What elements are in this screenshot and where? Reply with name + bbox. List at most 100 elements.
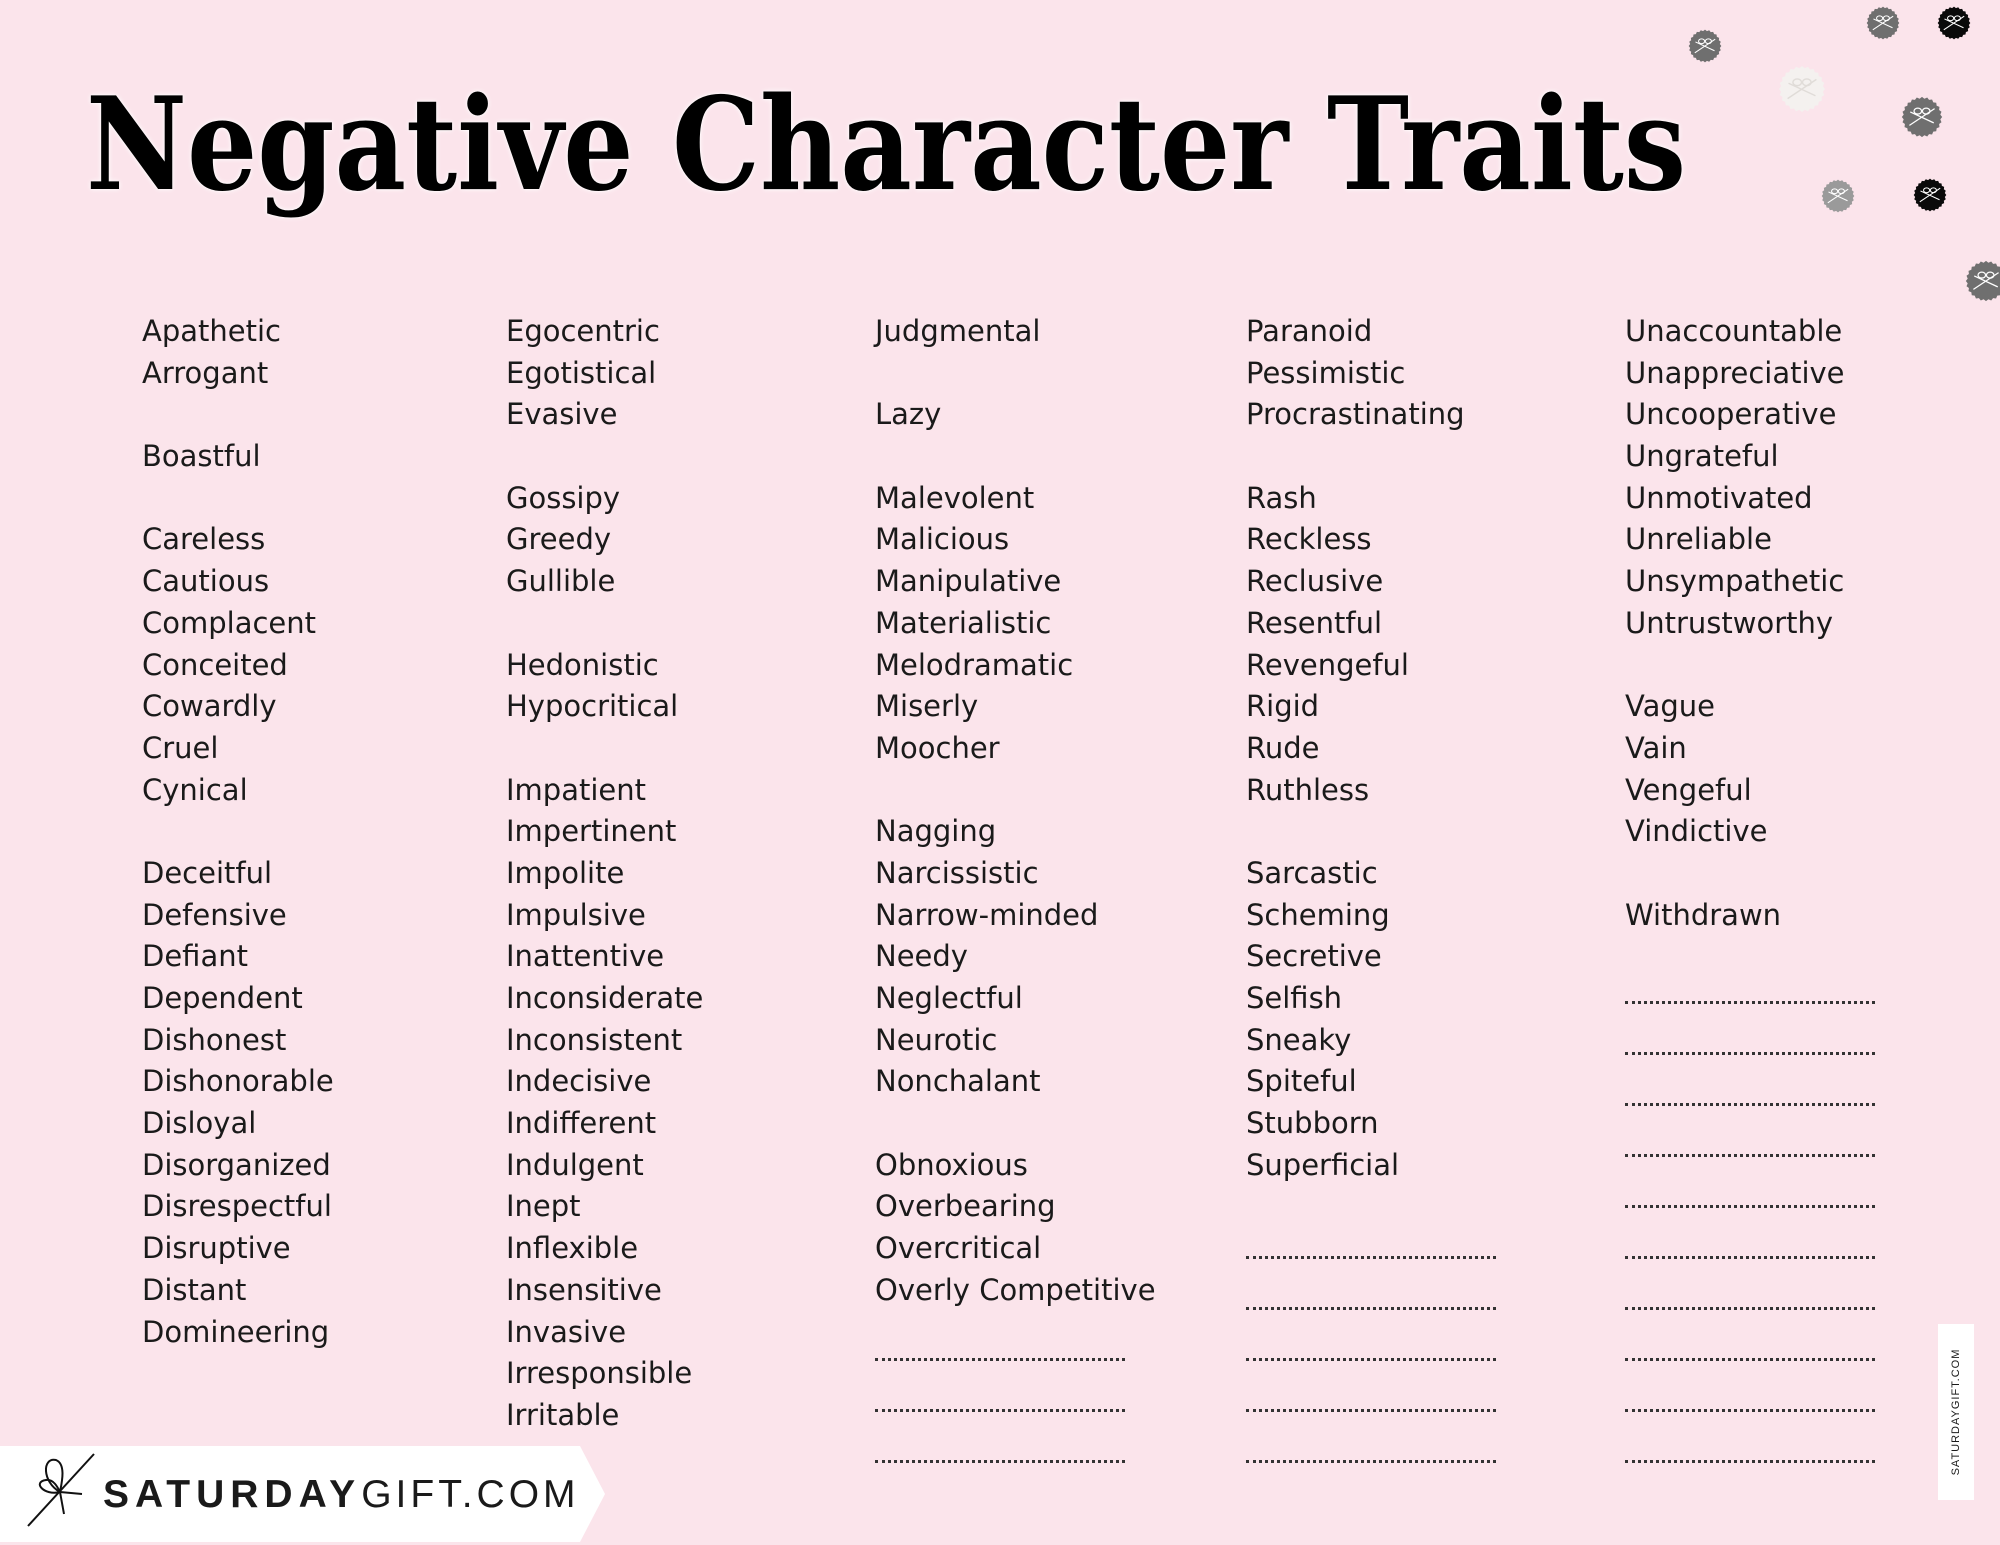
vertical-brand-logo: SATURDAYGIFT.COM — [1938, 1324, 1974, 1500]
trait-item: Inattentive — [506, 939, 665, 974]
gift-badge-black-icon — [1937, 6, 1971, 40]
trait-item: Unreliable — [1625, 522, 1772, 557]
trait-item: Apathetic — [142, 314, 281, 348]
blank-dotted-line — [1625, 1361, 1875, 1412]
trait-item: Manipulative — [875, 564, 1062, 599]
trait-column-4: Paranoid Pessimistic Procrastinating Rash Re… — [1246, 311, 1586, 1186]
spacer — [506, 436, 846, 478]
spacer — [1625, 853, 1965, 895]
trait-item: Disloyal — [142, 1106, 257, 1141]
trait-item: Uncooperative — [1625, 397, 1837, 432]
trait-item: Overbearing — [875, 1189, 1056, 1224]
trait-item: Insensitive — [506, 1272, 662, 1307]
trait-item: Egotistical — [506, 355, 657, 390]
trait-item: Untrustworthy — [1625, 605, 1834, 640]
trait-item: Malevolent — [875, 480, 1035, 515]
spacer — [506, 728, 846, 770]
trait-item: Vague — [1625, 689, 1715, 724]
spacer — [142, 394, 482, 436]
trait-item: Disorganized — [142, 1147, 331, 1182]
trait-item: Withdrawn — [1625, 897, 1782, 932]
trait-item: Impulsive — [506, 897, 646, 932]
trait-item: Boastful — [142, 439, 261, 474]
trait-item: Ruthless — [1246, 772, 1370, 807]
blank-dotted-line — [875, 1310, 1125, 1361]
trait-item: Sarcastic — [1246, 855, 1378, 890]
trait-item: Domineering — [142, 1314, 330, 1349]
blank-dotted-line — [1625, 1310, 1875, 1361]
trait-item: Vain — [1625, 730, 1687, 765]
spacer — [142, 478, 482, 520]
trait-item: Sneaky — [1246, 1022, 1352, 1057]
trait-column-3: Judgmental Lazy Malevolent Malicious Manipul… — [875, 311, 1215, 1312]
brand-bold: SATURDAY — [103, 1473, 362, 1516]
blank-lines-column-4 — [1246, 1208, 1496, 1463]
gift-badge-black-icon — [1913, 178, 1947, 212]
trait-item: Irritable — [506, 1397, 620, 1432]
trait-item: Cowardly — [142, 689, 277, 724]
trait-item: Reclusive — [1246, 564, 1384, 599]
trait-item: Invasive — [506, 1314, 627, 1349]
trait-item: Selfish — [1246, 981, 1343, 1015]
trait-item: Rude — [1246, 730, 1320, 765]
trait-item: Obnoxious — [875, 1147, 1028, 1182]
trait-item: Unappreciative — [1625, 355, 1845, 390]
trait-item: Neurotic — [875, 1022, 998, 1057]
blank-dotted-line — [1246, 1412, 1496, 1463]
trait-item: Careless — [142, 522, 266, 557]
trait-item: Stubborn — [1246, 1106, 1379, 1141]
blank-dotted-line — [1625, 1259, 1875, 1310]
gift-badge-gray-icon — [1866, 6, 1900, 40]
trait-item: Inflexible — [506, 1231, 639, 1266]
blank-dotted-line — [1625, 1208, 1875, 1259]
trait-item: Inept — [506, 1189, 581, 1224]
trait-item: Malicious — [875, 522, 1010, 557]
trait-item: Dishonest — [142, 1022, 287, 1057]
blank-dotted-line — [1246, 1259, 1496, 1310]
spacer — [875, 436, 1215, 478]
trait-item: Narrow-minded — [875, 897, 1099, 932]
trait-item: Spiteful — [1246, 1064, 1357, 1099]
brand-name: SATURDAYGIFT.COM — [103, 1473, 580, 1517]
spacer — [142, 811, 482, 853]
brand-banner: SATURDAYGIFT.COM — [0, 1446, 605, 1542]
trait-item: Indulgent — [506, 1147, 644, 1182]
trait-item: Impolite — [506, 855, 625, 890]
trait-item: Irresponsible — [506, 1356, 693, 1391]
trait-item: Overly Competitive — [875, 1272, 1156, 1307]
blank-lines-column-5 — [1625, 953, 1875, 1463]
trait-item: Hypocritical — [506, 689, 679, 724]
trait-item: Lazy — [875, 397, 942, 432]
blank-dotted-line — [875, 1412, 1125, 1463]
blank-dotted-line — [1625, 1157, 1875, 1208]
trait-item: Miserly — [875, 689, 979, 724]
trait-item: Inconsistent — [506, 1022, 683, 1057]
trait-item: Dependent — [142, 981, 303, 1015]
spacer — [875, 770, 1215, 812]
blank-dotted-line — [1625, 1106, 1875, 1157]
trait-item: Unmotivated — [1625, 480, 1813, 515]
trait-item: Unsympathetic — [1625, 564, 1845, 599]
trait-item: Materialistic — [875, 605, 1052, 640]
gift-badge-gray-icon — [1965, 260, 2000, 302]
trait-item: Gossipy — [506, 480, 621, 515]
gift-badge-lightgray-icon — [1821, 179, 1855, 213]
brand-light: GIFT.COM — [361, 1473, 580, 1516]
trait-item: Indecisive — [506, 1064, 652, 1099]
blank-dotted-line — [1246, 1361, 1496, 1412]
trait-item: Gullible — [506, 564, 616, 599]
trait-item: Revengeful — [1246, 647, 1409, 682]
trait-item: Judgmental — [875, 314, 1041, 348]
blank-lines-column-3 — [875, 1310, 1125, 1463]
trait-item: Narcissistic — [875, 855, 1039, 890]
trait-item: Needy — [875, 939, 968, 974]
trait-item: Procrastinating — [1246, 397, 1465, 432]
trait-item: Greedy — [506, 522, 612, 557]
bow-logo-icon — [27, 1453, 95, 1527]
trait-item: Complacent — [142, 605, 317, 640]
spacer — [1625, 645, 1965, 687]
trait-item: Resentful — [1246, 605, 1383, 640]
trait-item: Reckless — [1246, 522, 1372, 557]
blank-dotted-line — [1246, 1310, 1496, 1361]
trait-item: Defensive — [142, 897, 287, 932]
